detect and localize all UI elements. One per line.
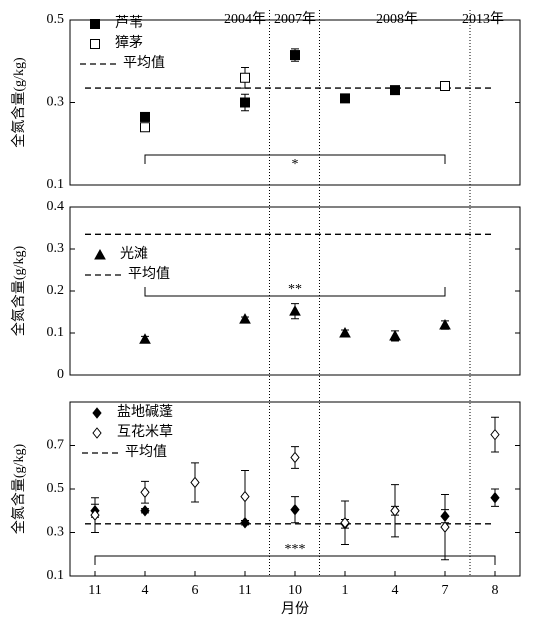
data-point: [290, 451, 300, 464]
significance-bracket: [94, 555, 496, 565]
legend-marker: [90, 39, 100, 49]
x-tick-label: 4: [142, 583, 149, 598]
legend-marker: [92, 427, 102, 439]
x-tick-label: 6: [192, 583, 199, 598]
data-point: [440, 81, 450, 91]
data-point: [340, 516, 350, 529]
legend-label: 互花米草: [117, 424, 173, 440]
y-tick-label: 0.4: [47, 199, 65, 214]
x-axis-label: 月份: [281, 601, 309, 617]
significance-bracket: [144, 154, 446, 164]
data-point: [490, 491, 500, 504]
year-label: 2013年: [462, 11, 504, 27]
significance-label: ***: [285, 542, 306, 557]
data-point: [140, 111, 150, 122]
legend-label: 平均值: [123, 55, 165, 71]
data-point: [290, 503, 300, 516]
y-tick-label: 0.1: [47, 568, 65, 583]
y-tick-label: 0.3: [47, 241, 65, 256]
y-tick-label: 0.3: [47, 95, 65, 110]
data-point: [440, 521, 450, 533]
year-label: 2007年: [274, 11, 316, 27]
y-axis-label: 全氮含量(g/kg): [10, 57, 27, 148]
y-tick-label: 0.3: [47, 525, 65, 540]
y-tick-label: 0.2: [47, 283, 65, 298]
data-point: [140, 486, 150, 499]
significance-bracket: [144, 287, 446, 297]
legend-label: 芦苇: [115, 15, 143, 31]
significance-label: **: [288, 282, 302, 297]
legend-marker: [92, 407, 102, 419]
data-point: [239, 313, 251, 324]
x-tick-label: 11: [88, 583, 101, 598]
x-tick-label: 4: [392, 583, 399, 598]
x-tick-label: 1: [342, 583, 349, 598]
legend-marker: [90, 19, 100, 29]
legend-label: 平均值: [128, 266, 170, 282]
data-point: [490, 428, 500, 441]
data-point: [289, 305, 301, 316]
data-point: [390, 85, 400, 96]
year-label: 2004年: [224, 11, 266, 27]
y-tick-label: 0: [57, 367, 64, 382]
data-point: [439, 318, 451, 330]
data-point: [90, 509, 100, 521]
legend-label: 光滩: [120, 246, 148, 262]
legend-label: 獐茅: [115, 35, 143, 51]
data-point: [240, 72, 250, 83]
y-tick-label: 0.1: [47, 325, 65, 340]
significance-label: *: [292, 157, 299, 172]
data-point: [339, 326, 351, 338]
data-point: [140, 504, 150, 517]
y-tick-label: 0.1: [47, 177, 65, 192]
y-axis-label: 全氮含量(g/kg): [10, 444, 27, 535]
x-tick-label: 7: [442, 583, 449, 598]
data-point: [390, 504, 400, 517]
data-point: [139, 333, 151, 344]
x-tick-label: 11: [238, 583, 251, 598]
legend-label: 盐地碱蓬: [117, 404, 173, 420]
data-point: [340, 93, 350, 104]
data-point: [389, 329, 401, 341]
data-point: [190, 476, 200, 489]
y-tick-label: 0.5: [47, 12, 65, 27]
year-label: 2008年: [376, 11, 418, 27]
legend-label: 平均值: [125, 444, 167, 460]
data-point: [290, 50, 300, 61]
y-tick-label: 0.5: [47, 481, 65, 496]
y-axis-label: 全氮含量(g/kg): [10, 246, 27, 337]
y-tick-label: 0.7: [47, 438, 65, 453]
data-point: [140, 122, 150, 133]
data-point: [240, 97, 250, 108]
legend-marker: [94, 248, 106, 260]
x-tick-label: 10: [288, 583, 302, 598]
data-point: [240, 490, 250, 503]
x-tick-label: 8: [492, 583, 499, 598]
